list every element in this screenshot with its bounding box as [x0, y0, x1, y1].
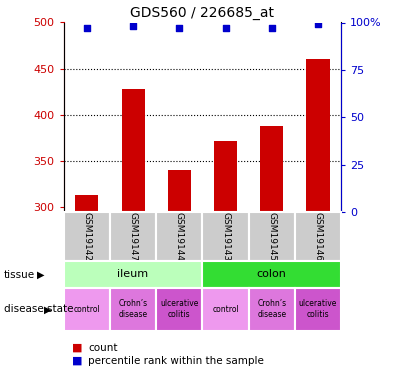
Text: Crohn’s
disease: Crohn’s disease [257, 299, 286, 320]
Bar [249, 288, 295, 331]
Text: ■: ■ [72, 356, 83, 366]
Text: Crohn’s
disease: Crohn’s disease [118, 299, 148, 320]
Bar [75, 195, 98, 212]
Bar [156, 212, 203, 261]
Bar [168, 170, 191, 212]
Bar [64, 288, 110, 331]
Text: GSM19146: GSM19146 [314, 211, 323, 261]
Bar [295, 212, 341, 261]
Text: percentile rank within the sample: percentile rank within the sample [88, 356, 264, 366]
Text: GSM19147: GSM19147 [129, 211, 138, 261]
Point [176, 25, 182, 31]
Text: count: count [88, 343, 118, 353]
Text: ▶: ▶ [37, 270, 45, 279]
Bar [260, 126, 283, 212]
Text: GSM19142: GSM19142 [82, 212, 91, 261]
Text: ulcerative
colitis: ulcerative colitis [299, 299, 337, 320]
Bar [307, 60, 330, 212]
Text: ulcerative
colitis: ulcerative colitis [160, 299, 199, 320]
Text: GSM19145: GSM19145 [267, 211, 276, 261]
Bar [214, 141, 237, 212]
Bar [203, 261, 341, 288]
Text: ▶: ▶ [44, 304, 51, 314]
Bar [64, 261, 203, 288]
Text: disease state: disease state [4, 304, 74, 314]
Text: GSM19143: GSM19143 [221, 211, 230, 261]
Text: control: control [212, 305, 239, 314]
Point [130, 23, 136, 29]
Title: GDS560 / 226685_at: GDS560 / 226685_at [130, 6, 275, 20]
Bar [203, 212, 249, 261]
Bar [110, 212, 156, 261]
Point [83, 25, 90, 31]
Bar [156, 288, 203, 331]
Bar [110, 288, 156, 331]
Text: colon: colon [257, 269, 287, 279]
Bar [122, 89, 145, 212]
Text: control: control [74, 305, 100, 314]
Text: ileum: ileum [118, 269, 149, 279]
Text: tissue: tissue [4, 270, 35, 279]
Text: GSM19144: GSM19144 [175, 212, 184, 261]
Bar [203, 288, 249, 331]
Bar [249, 212, 295, 261]
Text: ■: ■ [72, 343, 83, 353]
Bar [64, 212, 110, 261]
Bar [295, 288, 341, 331]
Point [268, 25, 275, 31]
Point [222, 25, 229, 31]
Point [315, 21, 321, 27]
